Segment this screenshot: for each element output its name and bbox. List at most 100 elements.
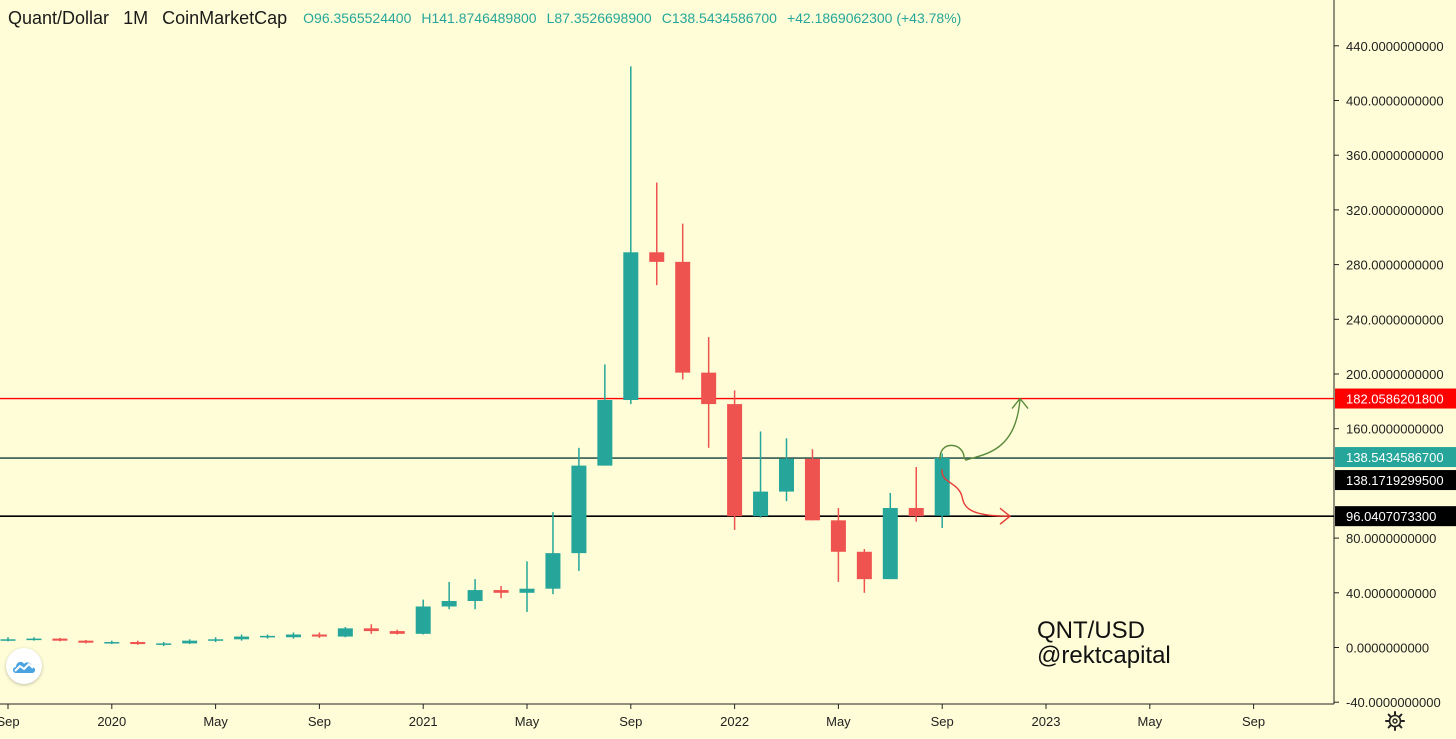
y-tick-label: 440.0000000000 xyxy=(1346,39,1444,54)
candle-up xyxy=(571,447,587,571)
price-label-box xyxy=(1335,447,1456,468)
y-tick-label: 360.0000000000 xyxy=(1346,148,1444,163)
candle-down xyxy=(908,466,924,522)
x-tick-label: Sep xyxy=(0,714,20,729)
candle-down xyxy=(727,390,743,530)
candle-body xyxy=(311,634,327,637)
candle-body xyxy=(130,642,146,645)
x-tick-label: 2021 xyxy=(409,714,438,729)
candle-body xyxy=(934,458,950,516)
candle-body xyxy=(519,588,535,593)
candle-up xyxy=(623,66,639,405)
candle-up xyxy=(467,579,483,610)
candle-down xyxy=(130,640,146,645)
gear-icon[interactable] xyxy=(1384,710,1406,732)
ohlc-values: O96.3565524400 H141.8746489800 L87.35266… xyxy=(303,10,961,26)
candle-up xyxy=(597,364,613,466)
candle-up xyxy=(779,438,794,502)
arrow-down-head xyxy=(999,507,1012,525)
high-value: H141.8746489800 xyxy=(421,10,537,26)
candle-body xyxy=(285,634,301,638)
price-label: 138.1719299500 xyxy=(1346,473,1444,488)
arrow-up-head xyxy=(1011,397,1029,410)
candle-body xyxy=(545,553,561,589)
candle-body xyxy=(804,458,820,521)
candle-down xyxy=(78,639,94,644)
candle-down xyxy=(493,585,509,599)
candle-body xyxy=(908,508,924,517)
candle-body xyxy=(337,628,353,637)
candle-body xyxy=(830,520,846,552)
y-tick-label: 160.0000000000 xyxy=(1346,422,1444,437)
candle-up xyxy=(545,512,561,595)
change-value: +42.1869062300 (+43.78%) xyxy=(786,10,962,26)
price-label-box xyxy=(1335,506,1456,527)
x-tick-label: 2023 xyxy=(1032,714,1061,729)
y-tick-label: 80.0000000000 xyxy=(1346,531,1436,546)
interval-label[interactable]: 1M xyxy=(123,7,149,28)
candle-down xyxy=(701,337,717,448)
candle-down xyxy=(675,223,691,380)
candle-up xyxy=(182,639,198,645)
candle-down xyxy=(804,449,820,521)
y-tick-label: 320.0000000000 xyxy=(1346,203,1444,218)
candle-body xyxy=(260,635,275,638)
open-value: O96.3565524400 xyxy=(303,10,412,26)
candle-up xyxy=(234,634,250,641)
candle-down xyxy=(649,182,665,286)
chart-header: Quant/Dollar 1M CoinMarketCap O96.356552… xyxy=(8,6,961,30)
candle-body xyxy=(182,640,198,644)
x-tick-label: May xyxy=(203,714,228,729)
candle-up xyxy=(285,632,301,639)
candle-body xyxy=(779,458,794,492)
data-source: CoinMarketCap xyxy=(162,7,288,28)
candle-down xyxy=(830,508,846,582)
price-label: 182.0586201800 xyxy=(1346,392,1444,407)
x-tick-label: 2022 xyxy=(720,714,749,729)
candle-down xyxy=(52,637,68,642)
candle-body xyxy=(675,261,691,373)
candle-up xyxy=(934,453,950,529)
candle-body xyxy=(441,601,457,607)
x-tick-label: Sep xyxy=(931,714,954,729)
candle-body xyxy=(882,508,898,580)
x-tick-label: Sep xyxy=(619,714,642,729)
price-label: 138.5434586700 xyxy=(1346,450,1444,465)
symbol-name[interactable]: Quant/Dollar xyxy=(8,7,110,28)
arrow-down-path xyxy=(941,469,1011,517)
x-tick-label: May xyxy=(515,714,540,729)
candle-up xyxy=(156,642,172,647)
candle-up xyxy=(441,581,457,610)
y-tick-label: -40.0000000000 xyxy=(1346,695,1441,710)
price-label-box xyxy=(1335,388,1456,409)
price-label: 96.0407073300 xyxy=(1346,509,1436,524)
candle-up xyxy=(104,640,120,645)
candle-body xyxy=(415,606,431,634)
candle-body xyxy=(467,590,483,602)
low-value: L87.3526698900 xyxy=(546,10,652,26)
candle-down xyxy=(311,632,327,638)
candle-down xyxy=(389,629,405,635)
candle-down xyxy=(363,624,379,634)
candle-body xyxy=(104,642,120,644)
candle-body xyxy=(52,638,68,641)
candle-body xyxy=(234,636,250,640)
tradingview-cloud-icon[interactable] xyxy=(6,648,42,684)
candle-body xyxy=(78,640,94,643)
x-tick-label: 2020 xyxy=(97,714,126,729)
candle-body xyxy=(493,590,509,593)
candle-body xyxy=(727,404,743,517)
candle-body xyxy=(649,252,665,262)
watermark: QNT/USD @rektcapital xyxy=(1037,618,1171,668)
y-tick-label: 240.0000000000 xyxy=(1346,312,1444,327)
candle-body xyxy=(856,551,872,580)
candle-up xyxy=(260,634,275,639)
candle-up xyxy=(337,626,353,638)
candle-body xyxy=(0,639,16,641)
candle-body xyxy=(208,639,224,641)
x-tick-label: May xyxy=(1138,714,1163,729)
candle-body xyxy=(623,252,639,400)
candle-body xyxy=(701,372,717,405)
